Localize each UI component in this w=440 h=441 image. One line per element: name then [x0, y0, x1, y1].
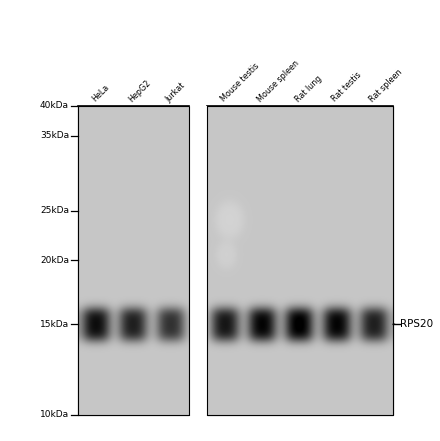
Bar	[206, 106, 392, 415]
Text: 10kDa: 10kDa	[40, 410, 69, 419]
Text: Rat testis: Rat testis	[330, 71, 363, 104]
Text: Rat lung: Rat lung	[293, 74, 323, 104]
Text: RPS20: RPS20	[400, 319, 433, 329]
Bar	[77, 106, 189, 415]
Bar	[77, 106, 189, 415]
Text: Mouse spleen: Mouse spleen	[256, 58, 301, 104]
Text: 40kDa: 40kDa	[40, 101, 69, 110]
Text: 25kDa: 25kDa	[40, 206, 69, 215]
Text: Mouse testis: Mouse testis	[219, 62, 260, 104]
Text: Rat spleen: Rat spleen	[368, 67, 404, 104]
Text: 20kDa: 20kDa	[40, 256, 69, 265]
Bar	[189, 106, 206, 415]
Bar	[206, 106, 392, 415]
Text: 15kDa: 15kDa	[40, 320, 69, 329]
Text: 35kDa: 35kDa	[40, 131, 69, 140]
Text: Jurkat: Jurkat	[164, 81, 187, 104]
Text: HepG2: HepG2	[127, 78, 153, 104]
Text: HeLa: HeLa	[90, 83, 110, 104]
